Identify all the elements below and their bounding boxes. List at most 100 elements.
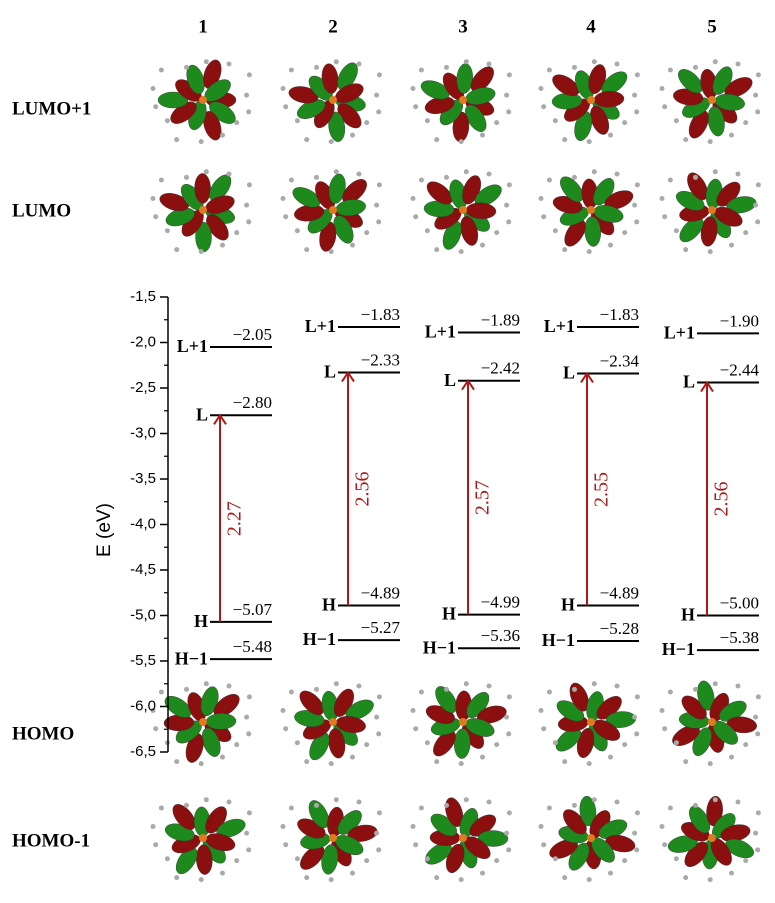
atom — [159, 68, 164, 73]
atom — [350, 755, 355, 760]
atom — [159, 806, 164, 811]
atom — [547, 690, 552, 695]
atom — [434, 759, 439, 764]
atom — [755, 847, 760, 852]
atom — [743, 230, 748, 235]
atom — [283, 842, 288, 847]
gap-label: 2.27 — [224, 501, 246, 536]
atom — [572, 65, 577, 70]
atom — [199, 249, 204, 254]
atom — [634, 109, 639, 114]
atom — [592, 169, 597, 174]
atom — [660, 708, 665, 713]
atom — [743, 120, 748, 125]
level-value: −5.48 — [233, 637, 272, 656]
atom — [246, 219, 251, 224]
atom — [329, 96, 337, 104]
atom — [281, 196, 286, 201]
atom — [635, 182, 640, 187]
atom — [289, 806, 294, 811]
atom — [434, 247, 439, 252]
atom — [220, 755, 225, 760]
atom — [151, 824, 156, 829]
atom — [683, 247, 688, 252]
atom — [755, 731, 760, 736]
atom — [281, 824, 286, 829]
atom — [487, 172, 492, 177]
y-tick-label: -2,0 — [130, 333, 156, 350]
level-name: H — [194, 611, 208, 631]
atom — [174, 759, 179, 764]
atom — [729, 243, 734, 248]
atom — [736, 800, 741, 805]
atom — [487, 62, 492, 67]
atom — [592, 59, 597, 64]
atom — [246, 731, 251, 736]
atom — [376, 731, 381, 736]
atom — [736, 62, 741, 67]
atom — [377, 694, 382, 699]
atom — [662, 214, 667, 219]
level-value: −2.34 — [600, 351, 640, 370]
level-name: L — [196, 404, 208, 424]
atom — [247, 810, 252, 815]
atom — [289, 68, 294, 73]
level-name: H — [442, 604, 456, 624]
atom — [753, 203, 758, 208]
atom — [753, 93, 758, 98]
level-name: L+1 — [305, 316, 336, 336]
level-value: −2.33 — [361, 350, 400, 369]
atom — [622, 230, 627, 235]
atom — [494, 120, 499, 125]
atom — [494, 858, 499, 863]
atom — [411, 86, 416, 91]
atom — [464, 681, 469, 686]
orbital-image — [660, 679, 761, 766]
atom — [674, 228, 679, 233]
atom — [668, 178, 673, 183]
atom — [234, 742, 239, 747]
atom — [756, 810, 761, 815]
orbital-image — [411, 796, 512, 883]
atom — [547, 806, 552, 811]
atom — [357, 62, 362, 67]
atom — [204, 797, 209, 802]
atom — [480, 243, 485, 248]
level-value: −5.28 — [600, 619, 639, 638]
atom — [419, 806, 424, 811]
atom — [227, 172, 232, 177]
atom — [459, 249, 464, 254]
level-name: L — [563, 363, 575, 383]
atom — [329, 718, 337, 726]
orbital-image — [660, 795, 761, 882]
atom — [562, 247, 567, 252]
atom — [632, 203, 637, 208]
atom — [464, 797, 469, 802]
atom — [755, 109, 760, 114]
atom — [693, 803, 698, 808]
atom — [587, 206, 595, 214]
atom — [668, 68, 673, 73]
atom — [547, 178, 552, 183]
atom — [314, 687, 319, 692]
atom — [504, 93, 509, 98]
atom — [480, 133, 485, 138]
atom — [668, 690, 673, 695]
atom — [668, 806, 673, 811]
orbital-image — [151, 58, 252, 145]
atom — [592, 681, 597, 686]
atom — [413, 104, 418, 109]
atom — [708, 718, 716, 726]
level-value: −4.89 — [600, 583, 639, 602]
atom — [199, 761, 204, 766]
atom — [615, 684, 620, 689]
atom — [151, 86, 156, 91]
atom — [246, 847, 251, 852]
atom — [553, 118, 558, 123]
atom — [572, 687, 577, 692]
atom — [413, 842, 418, 847]
atom — [329, 834, 337, 842]
level-name: H−1 — [542, 630, 575, 650]
atom — [615, 62, 620, 67]
atom — [553, 740, 558, 745]
